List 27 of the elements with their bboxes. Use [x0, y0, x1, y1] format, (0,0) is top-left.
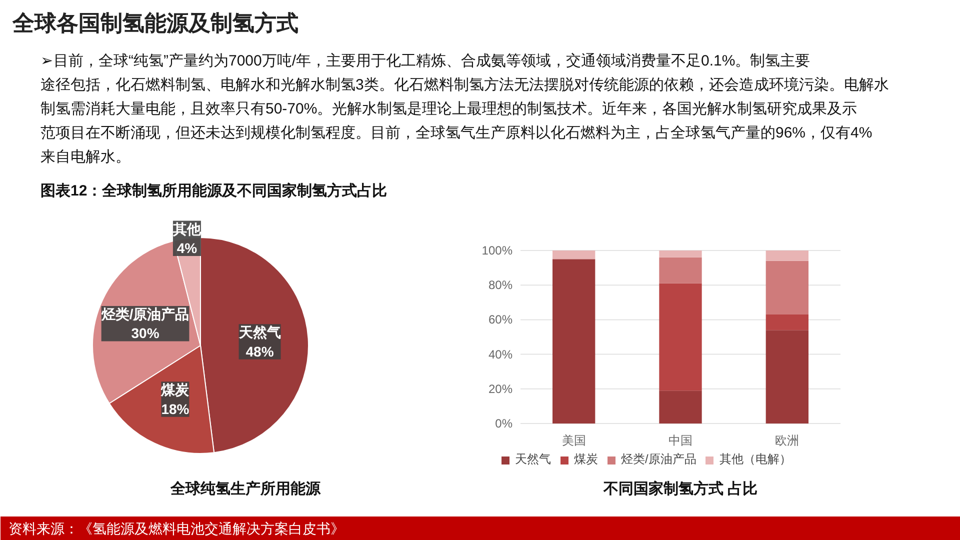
y-tick-label: 0% — [495, 416, 513, 430]
slice-label: 煤炭 — [160, 382, 190, 398]
text: 全球各国制氢能源及制氢方式 — [12, 10, 298, 36]
y-tick-label: 80% — [488, 278, 513, 292]
legend-label: 其他（电解） — [719, 451, 792, 468]
x-tick-label: 中国 — [668, 434, 692, 448]
slice-label: 烃类/原油产品 — [100, 306, 190, 322]
legend-label: 烃类/原油产品 — [621, 451, 696, 468]
data-label: 30% — [131, 325, 160, 342]
text: 图表12：全球制氢所用能源及不同国家制氢方式占比 — [40, 182, 388, 200]
text: 资料来源：《氢能源及燃料电池交通解决方案白皮书》 — [8, 520, 344, 536]
data-label: 18% — [161, 400, 190, 417]
data-label: 4% — [176, 240, 198, 256]
slice-label: 天然气 — [238, 324, 281, 340]
y-tick-label: 20% — [488, 382, 513, 396]
legend-label: 煤炭 — [574, 451, 598, 468]
text: 全球纯氢生产所用能源 — [170, 480, 322, 498]
x-tick-label: 欧洲 — [775, 434, 800, 448]
x-tick-label: 美国 — [562, 434, 586, 448]
y-tick-label: 100% — [482, 244, 513, 258]
text: ➢目前，全球“纯氢”产量约为7000万吨/年，主要用于化工精炼、合成氨等领域，交通领域消费量不足0.1%。制氢主要途径包括，化石燃料制氢、电解水和光解水制氢3类。化石燃料制氢方法无法摆脱对传统能源的依赖，还会造成环境污染。电解水制氢需消耗大量电能，且效率只有50-70%。光解水制氢是理论上最理想的制氢技术。近年来，各国光解水制氢研究成果及示范项目在不断涌现，但还未达到规模化制氢程度。目前，全球氢气生产原料以化石燃料为主，占全球氢气产量的96%，仅有4%来自电解水。 — [40, 52, 889, 166]
data-label: 48% — [246, 343, 274, 360]
slice-label: 其他 — [172, 220, 202, 237]
y-tick-label: 60% — [488, 312, 513, 327]
legend-label: 天然气 — [515, 451, 551, 468]
y-tick-label: 40% — [488, 347, 513, 362]
text: 不同国家制氢方式 占比 — [602, 480, 758, 498]
